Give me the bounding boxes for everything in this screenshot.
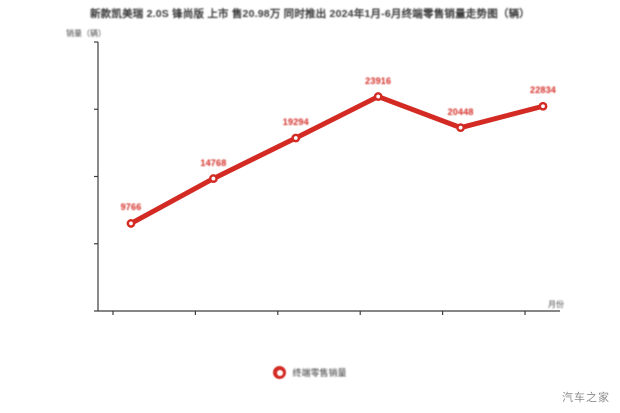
series-marker-icon <box>273 366 287 379</box>
data-point-center <box>211 176 216 181</box>
site-watermark: 汽车之家 <box>562 392 610 404</box>
data-point-center <box>541 104 545 109</box>
series-markers <box>126 92 548 228</box>
y-axis-title: 销量（辆） <box>66 29 106 38</box>
series-line <box>128 94 546 226</box>
data-point-label: 20448 <box>447 106 474 117</box>
data-point-center <box>458 125 463 130</box>
chart-title: 新款凯美瑞 2.0S 锋尚版 上市 售20.98万 同时推出 2024年1月-6… <box>89 8 530 20</box>
data-point-center <box>129 221 133 226</box>
data-point-label: 22834 <box>529 85 557 96</box>
data-point-center <box>376 94 381 99</box>
data-point-label: 9766 <box>120 202 142 213</box>
chart-legend: 终端零售销量 <box>0 366 620 379</box>
data-point-label: 19294 <box>282 116 309 127</box>
x-axis-title: 月份 <box>548 300 564 309</box>
data-point-label: 23916 <box>365 75 392 86</box>
legend-item-label: 终端零售销量 <box>292 368 347 378</box>
y-axis-ticks <box>94 41 98 312</box>
data-point-center <box>293 136 298 140</box>
data-point-label: 14768 <box>200 157 227 168</box>
x-axis-ticks <box>112 311 526 315</box>
